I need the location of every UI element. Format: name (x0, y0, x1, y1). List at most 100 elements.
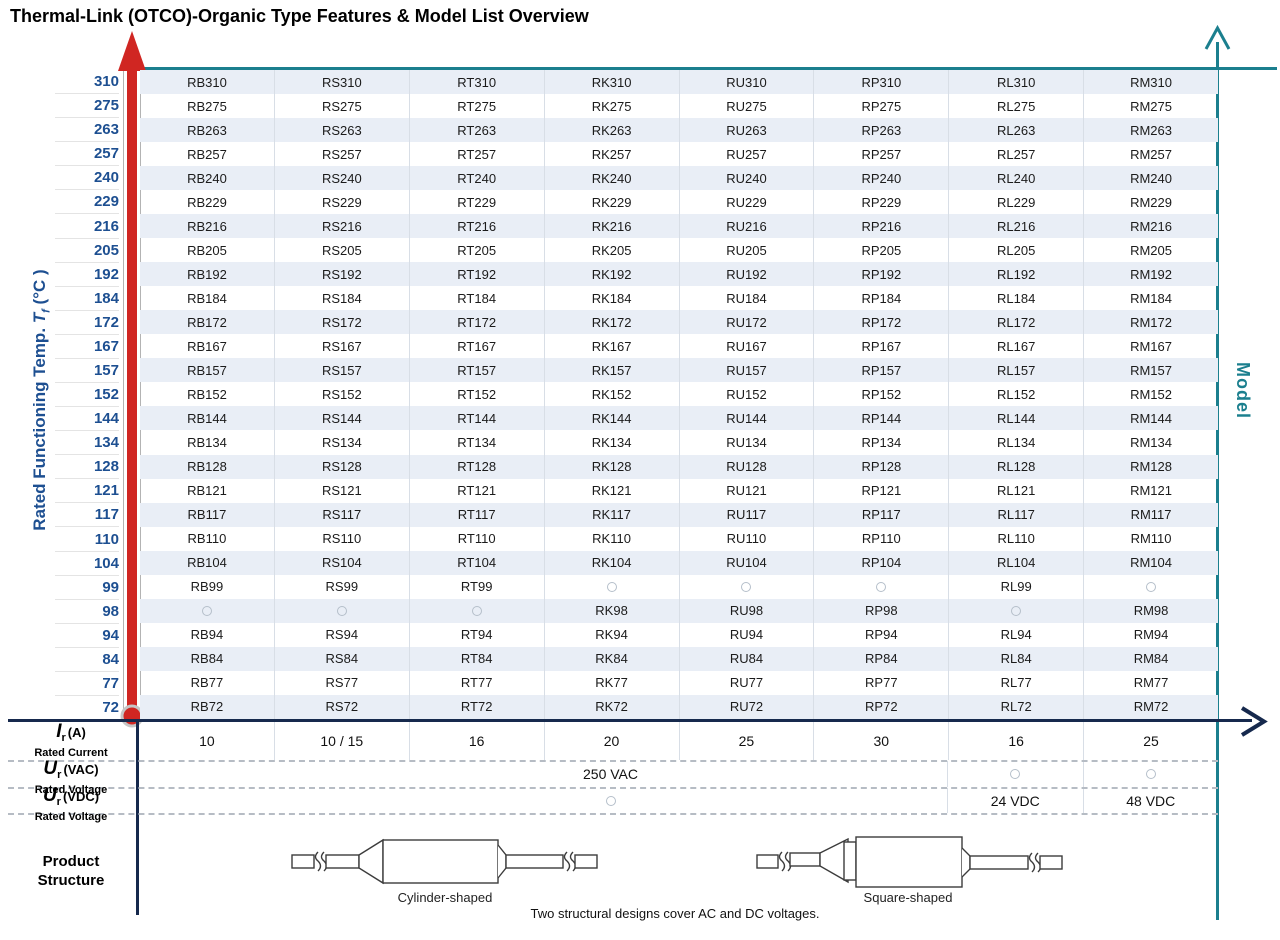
temp-axis-labels: 310 275 263 257 240 229 216 205 192 184 172 167 157 1… (55, 70, 119, 719)
empty-cell-icon (1145, 769, 1156, 779)
temp-tick-263: 263 (55, 118, 119, 143)
model-cell-RM192: RM192 (1083, 262, 1218, 287)
empty-cell-icon (1010, 769, 1021, 779)
model-cell-RL121: RL121 (948, 478, 1083, 503)
current-symbol-sub: r (61, 732, 66, 745)
model-row-121: RB121 RS121 RT121 RK121 RU121 RP121 RL121 RM121 (140, 478, 1218, 503)
model-cell-RB167: RB167 (187, 338, 227, 354)
model-cell-RB144: RB144 (187, 410, 227, 426)
temp-tick-216: 216 (55, 214, 119, 239)
model-cell-RT229: RT229 (408, 190, 544, 215)
temp-tick-257: 257 (55, 142, 119, 167)
model-cell-RS121: RS121 (273, 478, 409, 503)
model-cell-RL216: RL216 (948, 214, 1083, 239)
model-cell-RK275: RK275 (543, 94, 679, 119)
model-cell-RB94: RB94 (190, 627, 224, 643)
model-cell-RU157: RU157 (678, 358, 814, 383)
model-row-110: RB110 RS110 RT110 RK110 RU110 RP110 RL110 RM110 (140, 526, 1218, 551)
model-cell-RB117: RB117 (187, 507, 227, 523)
model-cell-RB240: RB240 (187, 170, 227, 186)
temp-tick-167: 167 (55, 335, 119, 359)
model-cell-RM104: RM104 (1083, 550, 1218, 575)
model-cell-RT117: RT117 (408, 502, 544, 527)
model-cell-RS167: RS167 (273, 334, 409, 359)
model-cell-RP257: RP257 (813, 142, 948, 167)
model-cell-RB84: RB84 (190, 651, 224, 667)
model-cell-RM144: RM144 (1083, 406, 1218, 431)
model-cell-RP229: RP229 (813, 190, 948, 215)
model-row-144: RB144 RS144 RT144 RK144 RU144 RP144 RL144 RM144 (140, 406, 1218, 431)
model-cell-RM152: RM152 (1083, 382, 1218, 407)
model-cell-RB216: RB216 (187, 218, 227, 234)
model-cell-RP157: RP157 (813, 358, 948, 383)
dashed-divider-1 (8, 760, 1218, 762)
model-cell-RS157: RS157 (273, 358, 409, 383)
temp-tick-192: 192 (55, 263, 119, 287)
model-cell-RM98: RM98 (1083, 598, 1218, 623)
model-cell-RP117: RP117 (813, 502, 948, 527)
model-row-167: RB167 RS167 RT167 RK167 RU167 RP167 RL167 RM167 (140, 334, 1218, 359)
model-row-117: RB117 RS117 RT117 RK117 RU117 RP117 RL117 RM117 (140, 502, 1218, 527)
model-cell-RM310: RM310 (1083, 70, 1218, 95)
model-cell-RL117: RL117 (948, 502, 1083, 527)
model-cell-RU104: RU104 (678, 550, 814, 575)
cylinder-shape-icon (291, 838, 598, 885)
model-cell-RL72: RL72 (948, 694, 1083, 719)
model-cell-RK263: RK263 (543, 118, 679, 143)
model-cell-RK134: RK134 (543, 430, 679, 455)
model-cell-RB275: RB275 (187, 98, 227, 114)
model-cell-RK205: RK205 (543, 238, 679, 263)
model-cell-RK121: RK121 (543, 478, 679, 503)
model-row-94: RB94 RS94 RT94 RK94 RU94 RP94 RL94 RM94 (140, 622, 1218, 647)
vac-merged-cell: 250 VAC (140, 761, 947, 787)
model-cell-RT99: RT99 (408, 574, 544, 599)
model-cell-RB229: RB229 (187, 194, 227, 210)
model-row-77: RB77 RS77 RT77 RK77 RU77 RP77 RL77 RM77 (140, 670, 1218, 695)
model-cell-RP84: RP84 (813, 646, 948, 671)
rated-current-value-0: 10 (199, 733, 215, 749)
model-cell-RT240: RT240 (408, 166, 544, 191)
model-cell-empty (273, 598, 409, 623)
empty-cell-icon (336, 605, 347, 616)
model-cell-RP167: RP167 (813, 334, 948, 359)
temp-tick-157: 157 (55, 359, 119, 384)
model-cell-RB184: RB184 (187, 290, 227, 306)
model-cell-RT104: RT104 (408, 550, 544, 575)
rated-current-value-6: 16 (948, 722, 1083, 760)
rated-voltage-ac-label: Ur (VAC) Rated Voltage (12, 759, 130, 796)
temp-tick-77: 77 (55, 672, 119, 697)
model-cell-RU192: RU192 (678, 262, 814, 287)
model-cell-empty (948, 598, 1083, 623)
model-cell-RU84: RU84 (678, 646, 814, 671)
model-row-275: RB275 RS275 RT275 RK275 RU275 RP275 RL275 RM275 (140, 94, 1218, 119)
model-cell-RM263: RM263 (1083, 118, 1218, 143)
model-cell-RS310: RS310 (273, 70, 409, 95)
model-cell-RT216: RT216 (408, 214, 544, 239)
model-cell-RP121: RP121 (813, 478, 948, 503)
temp-tick-172: 172 (55, 311, 119, 335)
model-cell-RL240: RL240 (948, 166, 1083, 191)
model-cell-RP134: RP134 (813, 430, 948, 455)
model-cell-RK94: RK94 (543, 622, 679, 647)
dashed-divider-2 (8, 787, 1218, 789)
model-row-99: RB99 RS99 RT99 RL99 (140, 574, 1218, 599)
temp-tick-84: 84 (55, 648, 119, 672)
model-row-98: RK98 RU98 RP98 RM98 (140, 598, 1218, 623)
temp-tick-110: 110 (55, 527, 119, 552)
model-cell-RK184: RK184 (543, 286, 679, 311)
temp-tick-98: 98 (55, 600, 119, 624)
model-cell-RL110: RL110 (948, 526, 1083, 551)
model-cell-RL94: RL94 (948, 622, 1083, 647)
model-cell-RP128: RP128 (813, 454, 948, 479)
temp-tick-128: 128 (55, 455, 119, 480)
temp-axis-symbol-sub: f (40, 309, 53, 313)
model-cell-RM84: RM84 (1083, 646, 1218, 671)
model-cell-RT275: RT275 (408, 94, 544, 119)
vdc-symbol-sub: r (56, 796, 61, 809)
model-cell-RP275: RP275 (813, 94, 948, 119)
current-symbol: I (56, 721, 62, 742)
model-cell-RM257: RM257 (1083, 142, 1218, 167)
model-cell-RU310: RU310 (678, 70, 814, 95)
model-cell-RS128: RS128 (273, 454, 409, 479)
model-grid: RB310 RS310 RT310 RK310 RU310 RP310 RL310 RM310… (140, 70, 1218, 719)
